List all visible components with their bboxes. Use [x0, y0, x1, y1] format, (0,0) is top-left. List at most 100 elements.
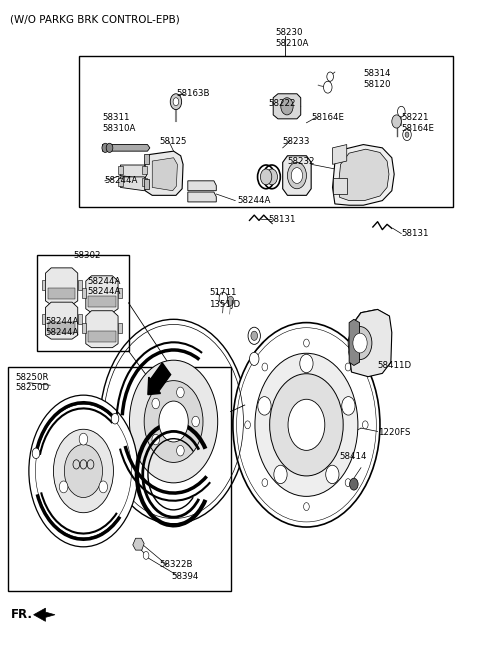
Polygon shape: [86, 276, 118, 313]
Bar: [88, 331, 116, 342]
Circle shape: [192, 416, 199, 427]
Polygon shape: [188, 192, 216, 202]
Polygon shape: [120, 165, 146, 179]
Polygon shape: [144, 179, 149, 189]
Circle shape: [130, 360, 218, 483]
Polygon shape: [120, 177, 146, 191]
Circle shape: [326, 465, 339, 483]
Circle shape: [64, 444, 103, 497]
Text: 51711: 51711: [209, 289, 237, 297]
Text: 58250D: 58250D: [15, 384, 50, 392]
Circle shape: [392, 115, 401, 128]
Circle shape: [233, 323, 380, 527]
Circle shape: [397, 106, 405, 117]
Bar: [118, 323, 122, 332]
Circle shape: [348, 327, 372, 360]
Polygon shape: [333, 178, 347, 194]
Text: 58414: 58414: [340, 452, 367, 461]
Circle shape: [303, 339, 309, 347]
Circle shape: [342, 396, 355, 415]
Circle shape: [102, 143, 108, 152]
Bar: [118, 178, 123, 186]
Circle shape: [327, 72, 334, 81]
Text: 1351JD: 1351JD: [209, 300, 240, 309]
Circle shape: [261, 169, 272, 185]
Circle shape: [219, 293, 228, 304]
Bar: [142, 166, 146, 174]
Polygon shape: [349, 309, 392, 376]
Polygon shape: [133, 538, 144, 550]
Bar: [42, 314, 46, 324]
Text: 58221: 58221: [401, 113, 429, 122]
Circle shape: [266, 169, 277, 185]
Polygon shape: [333, 144, 394, 205]
Circle shape: [250, 352, 259, 366]
Circle shape: [143, 551, 149, 559]
Polygon shape: [46, 302, 78, 339]
Circle shape: [60, 481, 68, 493]
FancyArrow shape: [148, 363, 171, 394]
Circle shape: [100, 319, 247, 524]
Circle shape: [288, 162, 306, 189]
Bar: [37, 255, 129, 351]
Polygon shape: [283, 156, 311, 196]
Bar: [88, 295, 116, 307]
Text: 58411D: 58411D: [378, 361, 412, 370]
Text: FR.: FR.: [12, 608, 33, 621]
Circle shape: [262, 479, 268, 487]
Circle shape: [152, 398, 159, 409]
Text: 58131: 58131: [401, 229, 429, 238]
Bar: [78, 314, 82, 324]
Circle shape: [159, 401, 188, 442]
Text: 58244A: 58244A: [46, 317, 79, 327]
Circle shape: [245, 421, 251, 429]
Circle shape: [353, 333, 367, 353]
Circle shape: [144, 380, 203, 462]
Polygon shape: [152, 158, 178, 191]
Polygon shape: [273, 94, 301, 119]
Text: 58244A: 58244A: [87, 277, 120, 285]
Circle shape: [362, 421, 368, 429]
Circle shape: [106, 143, 113, 152]
Text: 58163B: 58163B: [176, 89, 209, 98]
Circle shape: [303, 503, 309, 511]
Text: 58244A: 58244A: [105, 176, 138, 186]
Bar: [82, 323, 86, 332]
Circle shape: [170, 94, 181, 110]
Text: 58310A: 58310A: [102, 124, 136, 132]
Bar: [42, 280, 46, 290]
Circle shape: [288, 399, 325, 450]
Bar: [118, 166, 123, 174]
Circle shape: [345, 363, 351, 371]
Polygon shape: [102, 144, 150, 151]
Circle shape: [258, 396, 271, 415]
Text: 58164E: 58164E: [401, 124, 434, 132]
Circle shape: [255, 353, 358, 496]
Bar: [8, 367, 230, 591]
Circle shape: [248, 327, 261, 344]
Text: 58244A: 58244A: [238, 196, 271, 205]
Circle shape: [177, 387, 184, 398]
Text: 58125: 58125: [159, 137, 187, 146]
Circle shape: [227, 296, 234, 305]
Circle shape: [99, 481, 108, 493]
Bar: [82, 288, 86, 297]
Text: 58244A: 58244A: [87, 287, 120, 296]
Text: 58222: 58222: [268, 98, 296, 108]
Circle shape: [324, 81, 332, 93]
Polygon shape: [34, 608, 55, 621]
Text: 58164E: 58164E: [311, 113, 344, 122]
Polygon shape: [349, 319, 360, 366]
Polygon shape: [86, 311, 118, 348]
Circle shape: [177, 446, 184, 456]
Circle shape: [79, 433, 88, 445]
Circle shape: [270, 374, 343, 476]
Text: 1220FS: 1220FS: [378, 428, 410, 437]
Bar: [142, 178, 146, 186]
Circle shape: [173, 98, 179, 106]
Circle shape: [405, 132, 409, 137]
Circle shape: [274, 465, 287, 483]
Circle shape: [152, 434, 159, 445]
Circle shape: [403, 129, 411, 140]
Polygon shape: [46, 268, 78, 305]
